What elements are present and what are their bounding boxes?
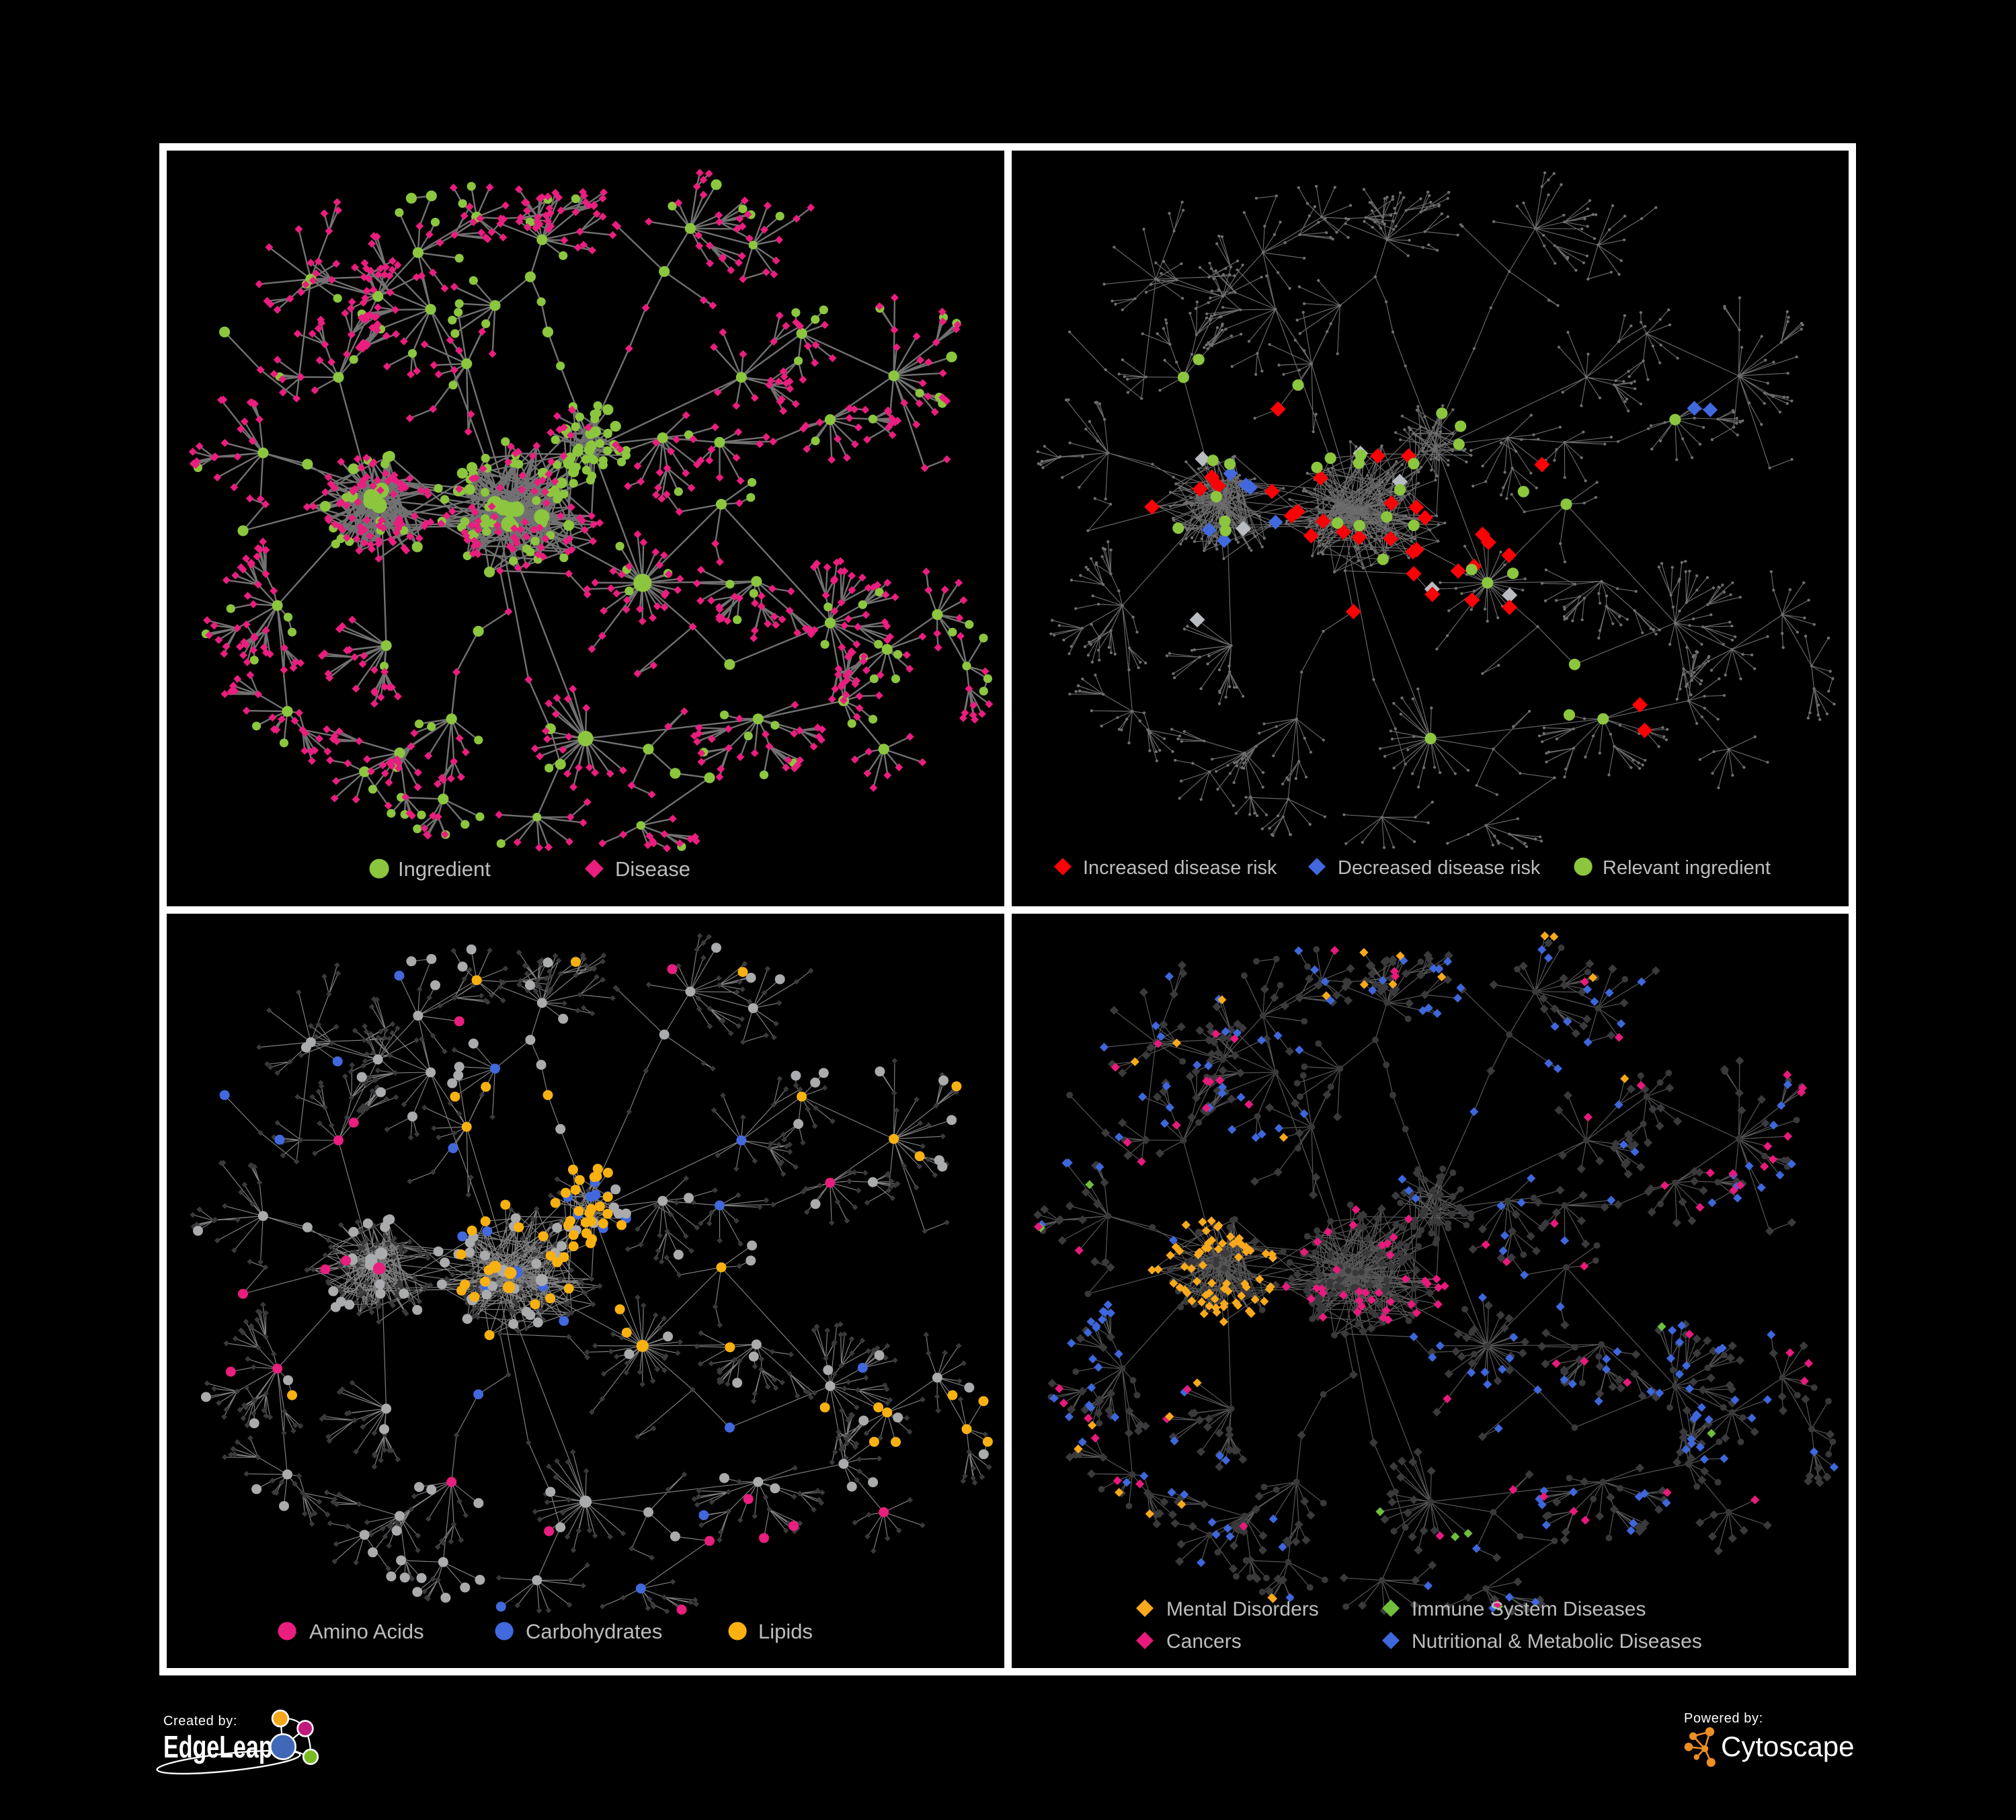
svg-text:Cancers: Cancers	[1166, 1630, 1242, 1653]
svg-text:Increased disease risk: Increased disease risk	[1083, 857, 1277, 879]
svg-text:Powered by:: Powered by:	[1684, 1711, 1763, 1726]
svg-text:Lipids: Lipids	[758, 1620, 813, 1643]
svg-text:Nutritional & Metabolic Diseas: Nutritional & Metabolic Diseases	[1412, 1630, 1702, 1653]
svg-text:Carbohydrates: Carbohydrates	[526, 1620, 662, 1643]
svg-text:Created by:: Created by:	[163, 1714, 237, 1729]
svg-text:Ingredient: Ingredient	[398, 857, 491, 881]
svg-text:Immune System Diseases: Immune System Diseases	[1412, 1598, 1646, 1620]
svg-text:Disease: Disease	[615, 857, 690, 881]
svg-text:EdgeLeap: EdgeLeap	[163, 1729, 273, 1764]
svg-text:Cytoscape: Cytoscape	[1721, 1731, 1854, 1762]
svg-text:Amino Acids: Amino Acids	[309, 1620, 424, 1643]
svg-text:Relevant ingredient: Relevant ingredient	[1603, 857, 1771, 879]
svg-text:Mental Disorders: Mental Disorders	[1166, 1598, 1319, 1620]
svg-text:Decreased disease risk: Decreased disease risk	[1338, 857, 1541, 879]
